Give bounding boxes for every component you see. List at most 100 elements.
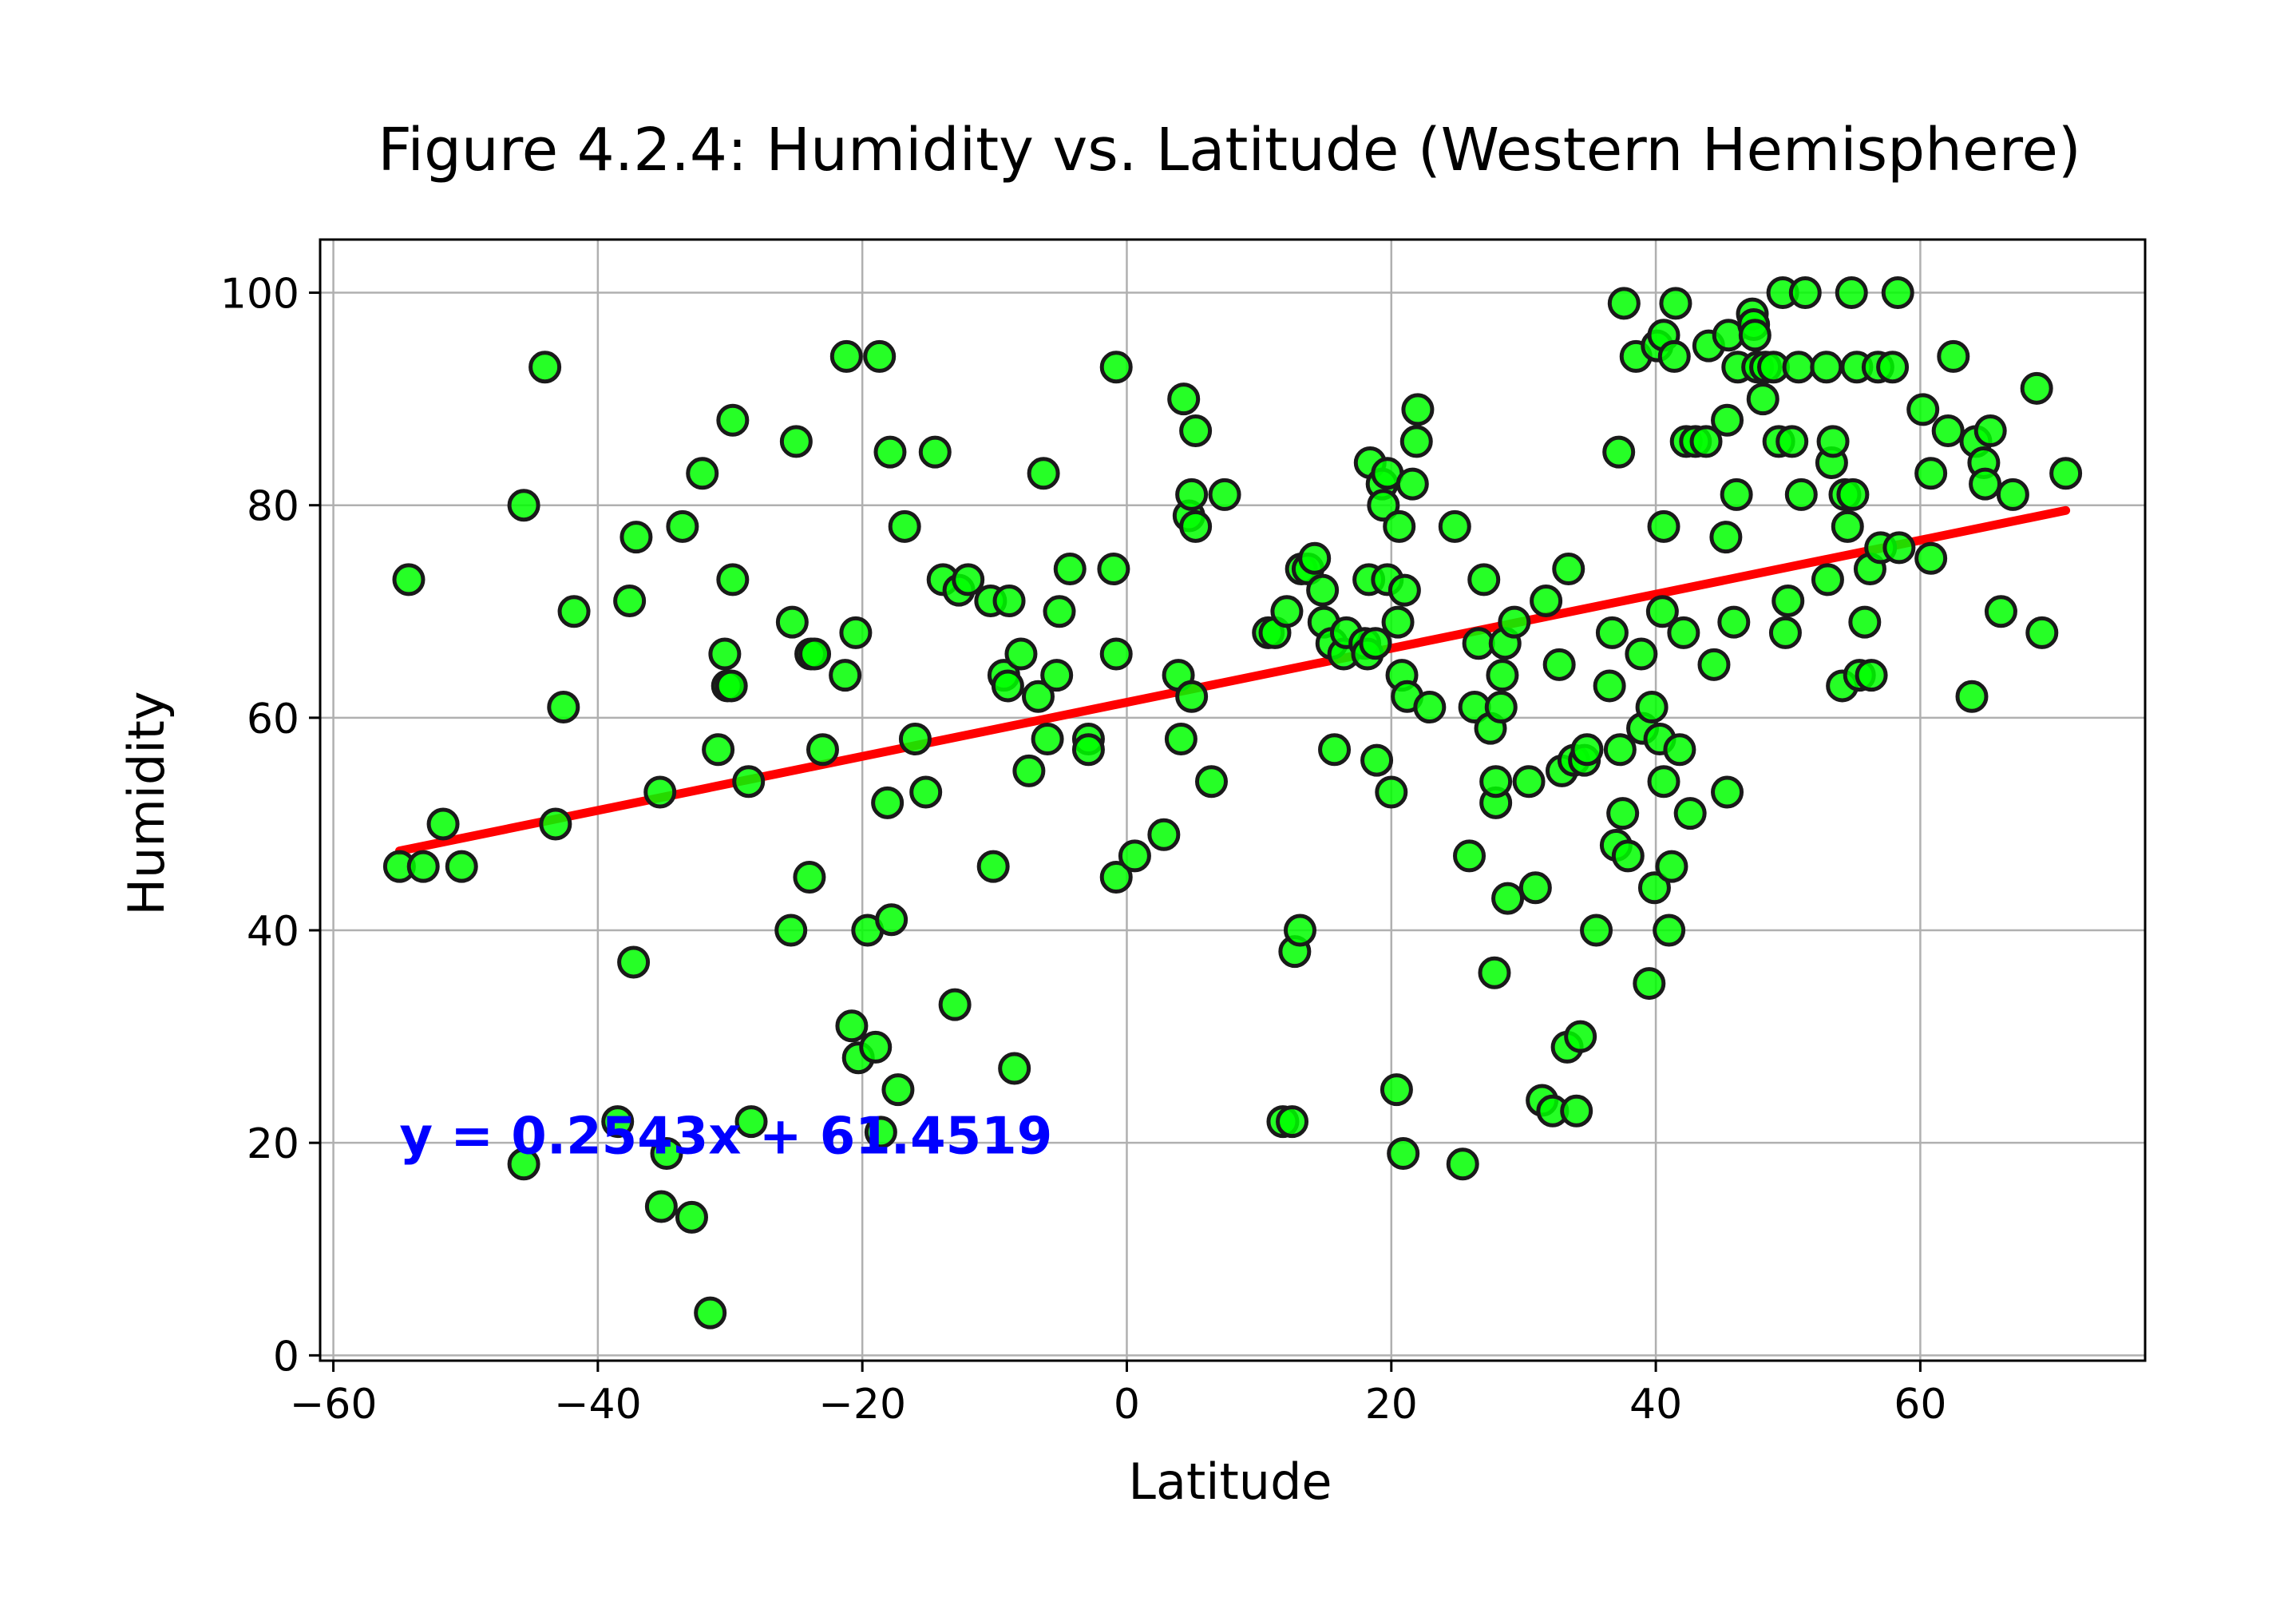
chart-title: Figure 4.2.4: Humidity vs. Latitude (Wes… [378,116,2081,184]
data-point [1711,775,1744,809]
y-axis-label: Humidity [117,691,176,915]
data-point [675,1200,708,1234]
data-point [1720,478,1753,511]
data-point [1283,914,1316,947]
data-point [1906,393,1940,426]
data-point [1784,478,1818,511]
data-point [1453,839,1486,873]
data-point [1359,627,1392,660]
data-point [835,1009,869,1043]
data-point [875,903,909,937]
data-point [1607,287,1641,320]
data-point [1667,616,1700,649]
data-point [1637,871,1671,905]
data-point [864,1116,897,1149]
data-point [1811,563,1844,596]
data-point [1512,765,1546,799]
data-point [666,509,699,543]
data-point [1580,914,1613,947]
data-point [539,807,572,841]
data-point [898,722,932,755]
data-point [1835,276,1868,310]
y-tick-label: 60 [247,696,299,743]
data-point [1099,351,1133,384]
data-point [873,435,907,469]
data-point [1969,467,2002,501]
data-point [601,1105,635,1139]
data-point [806,733,839,767]
data-point [716,563,750,596]
data-point [708,637,742,671]
data-point [1831,509,1864,543]
data-point [1711,403,1744,437]
plot-frame [319,238,2147,1362]
data-point [557,595,591,628]
data-point [1882,531,1916,565]
data-point [620,521,653,554]
data-point [1697,648,1731,681]
data-point [1491,882,1525,915]
data-point [1657,339,1691,373]
data-point [1179,414,1213,448]
data-point [445,850,478,883]
data-point [528,351,562,384]
data-point [1542,648,1576,681]
y-tick-label: 80 [247,483,299,531]
data-point [2020,371,2053,405]
data-point [992,584,1026,617]
data-point [1478,956,1511,989]
data-point [1625,637,1658,671]
data-point [1560,1094,1593,1128]
data-point [1810,351,1843,384]
x-axis-label: Latitude [1128,1453,1332,1511]
data-point [1380,1073,1413,1107]
data-point [1653,914,1686,947]
data-point [1659,287,1692,320]
data-point [1595,616,1629,649]
data-point [1771,584,1805,617]
data-point [1375,775,1408,809]
data-point [793,860,826,894]
data-point [1855,659,1888,692]
data-point [547,691,580,724]
data-point [909,775,943,809]
data-point [1635,691,1669,724]
data-point [1462,627,1495,660]
data-point [406,850,440,883]
y-tick-label: 40 [247,908,299,956]
data-point [1973,414,2007,448]
data-point [1717,605,1751,639]
data-point [1848,605,1882,639]
data-point [1484,691,1518,724]
regression-line-group [394,505,2071,856]
data-point [1467,563,1501,596]
y-tick-label: 20 [247,1120,299,1168]
data-point [617,945,651,979]
data-point [643,775,677,809]
data-point [1360,743,1394,777]
data-point [1097,553,1130,586]
data-point [1655,850,1688,883]
data-point [829,659,862,692]
regression-line [394,505,2071,856]
data-point [1931,414,1965,448]
data-point [1318,733,1352,767]
data-point [1552,553,1585,586]
data-point [1040,659,1074,692]
data-point [1518,871,1552,905]
data-point [1955,680,1989,713]
data-point [881,1073,915,1107]
data-point [1738,319,1771,352]
data-point [991,669,1024,703]
data-point [1673,797,1707,830]
data-point [1401,393,1435,426]
data-point [426,807,460,841]
data-point [1383,509,1416,543]
data-point [734,1105,768,1139]
data-point [1027,457,1060,490]
data-point [1021,680,1055,713]
data-point [1709,521,1743,554]
data-point [871,786,905,819]
